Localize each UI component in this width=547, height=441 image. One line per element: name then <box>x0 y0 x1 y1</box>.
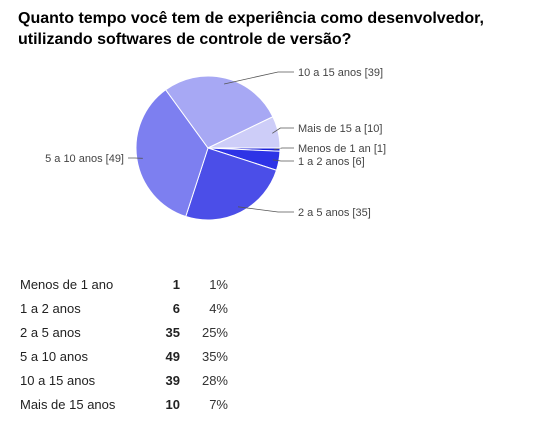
slice-callout-label: 5 a 10 anos [49] <box>45 153 124 165</box>
row-count: 6 <box>172 300 180 316</box>
row-percent: 1% <box>209 276 228 292</box>
row-percent: 35% <box>201 348 228 364</box>
table-row: Mais de 15 anos 10 7% <box>20 392 228 416</box>
row-label: Menos de 1 ano <box>20 276 114 292</box>
slice-callout-label: Menos de 1 an [1] <box>298 143 386 155</box>
row-count: 10 <box>165 396 180 412</box>
row-label: Mais de 15 anos <box>20 396 116 412</box>
row-count: 49 <box>165 348 180 364</box>
leader-line <box>273 147 294 150</box>
row-label: 1 a 2 anos <box>20 300 81 316</box>
leader-line <box>272 127 294 134</box>
slice-callout-label: Mais de 15 a [10] <box>298 123 382 135</box>
table-row: 1 a 2 anos 6 4% <box>20 296 228 320</box>
leader-line <box>237 206 294 213</box>
row-count: 1 <box>172 276 180 292</box>
chart-title: Quanto tempo você tem de experiência com… <box>18 10 484 48</box>
row-percent: 25% <box>201 324 228 340</box>
pie-slice-mais-de-15-anos[interactable] <box>207 116 281 149</box>
row-label: 10 a 15 anos <box>20 372 96 388</box>
leader-line <box>272 159 294 162</box>
row-count: 39 <box>165 372 180 388</box>
row-percent: 28% <box>201 372 228 388</box>
row-percent: 4% <box>209 300 228 316</box>
table-row: 10 a 15 anos 39 28% <box>20 368 228 392</box>
row-label: 5 a 10 anos <box>20 348 88 364</box>
slice-callout-label: 1 a 2 anos [6] <box>298 156 365 168</box>
pie-slice-2-a-5-anos[interactable] <box>185 147 278 221</box>
row-label: 2 a 5 anos <box>20 324 81 340</box>
table-row: 5 a 10 anos 49 35% <box>20 344 228 368</box>
table-row: Menos de 1 ano 1 1% <box>20 272 228 296</box>
pie-slice-5-a-10-anos[interactable] <box>135 89 209 218</box>
slice-callout-label: 10 a 15 anos [39] <box>298 67 383 79</box>
row-percent: 7% <box>209 396 228 412</box>
summary-table: Menos de 1 ano 1 1% 1 a 2 anos 6 4% 2 a 5 anos… <box>20 272 228 416</box>
pie-slice-10-a-15-anos[interactable] <box>164 75 274 149</box>
table-row: 2 a 5 anos 35 25% <box>20 320 228 344</box>
slice-callout-label: 2 a 5 anos [35] <box>298 207 371 219</box>
row-count: 35 <box>165 324 180 340</box>
leader-line <box>224 71 294 85</box>
